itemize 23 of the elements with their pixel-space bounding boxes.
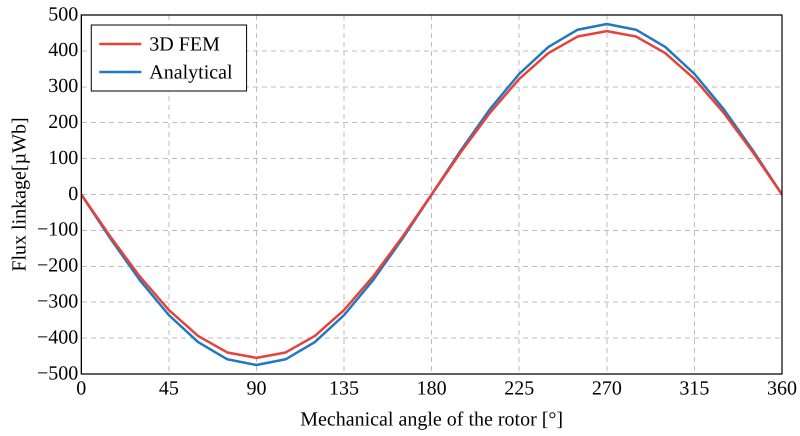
x-tick-label: 360 [767, 377, 797, 400]
x-tick-label: 90 [246, 377, 266, 400]
y-tick-label: −400 [37, 326, 78, 348]
y-tick-label: 0 [68, 182, 78, 205]
y-tick-label: −300 [37, 290, 78, 312]
y-axis-title: Flux linkage[µWb] [8, 117, 30, 272]
y-tick-label: −100 [37, 218, 78, 241]
x-tick-label: 270 [592, 377, 622, 400]
y-tick-label: 200 [48, 110, 78, 133]
y-tick-label: 400 [48, 39, 78, 62]
y-tick-label: −500 [37, 362, 78, 384]
x-tick-label: 45 [158, 377, 179, 400]
legend-label: 3D FEM [149, 33, 220, 56]
y-tick-label: −200 [37, 254, 78, 277]
legend-label: Analytical [149, 61, 234, 84]
y-tick-label: 500 [48, 3, 78, 26]
x-tick-label: 225 [504, 377, 534, 400]
x-tick-label: 315 [679, 377, 710, 400]
x-tick-label: 180 [416, 377, 447, 400]
y-tick-label: 100 [48, 146, 78, 169]
x-tick-label: 135 [329, 377, 360, 400]
y-tick-label: 300 [48, 75, 78, 98]
x-axis-title: Mechanical angle of the rotor [°] [300, 408, 564, 430]
